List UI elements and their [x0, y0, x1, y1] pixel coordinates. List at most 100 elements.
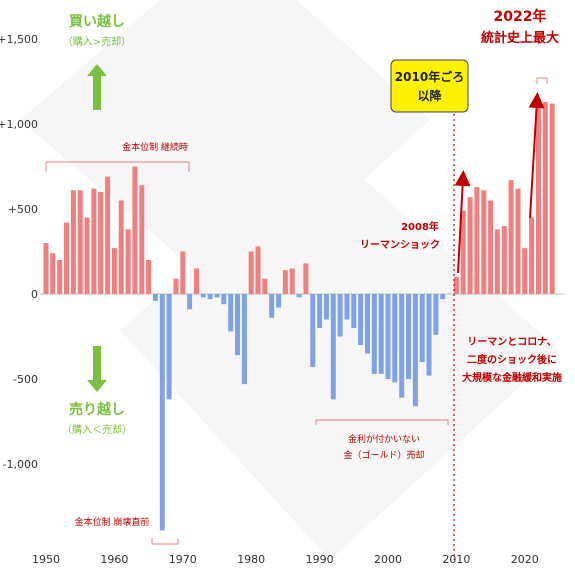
bar-1982: [262, 278, 268, 294]
bar-2008: [440, 294, 446, 300]
up-arrow-icon: [87, 64, 107, 110]
bar-1966: [152, 294, 158, 301]
gold-sold-label-1: 金利が付かいない: [348, 433, 420, 445]
record-label-2: 統計史上最大: [481, 30, 559, 46]
bar-1976: [221, 294, 227, 305]
y-tick-label: 0: [31, 288, 38, 301]
bar-2023: [542, 101, 548, 295]
y-tick-label: +1,500: [0, 33, 38, 46]
bar-1990: [317, 294, 323, 328]
lehman-label-1: 2008年: [401, 220, 439, 233]
bar-1998: [371, 294, 377, 374]
buy-subtitle: （購入>売却）: [63, 35, 131, 48]
bar-1981: [255, 246, 261, 294]
bar-1957: [91, 188, 97, 294]
x-tick-label: 2000: [374, 553, 402, 566]
bar-1963: [132, 166, 138, 294]
bar-1987: [296, 294, 302, 298]
bar-1955: [77, 190, 83, 294]
bar-2004: [412, 294, 418, 407]
x-tick-label: 1950: [32, 553, 60, 566]
bar-1970: [180, 251, 186, 294]
since-2010-callout: [390, 59, 469, 113]
bar-1978: [235, 294, 240, 356]
bar-2020: [522, 248, 528, 294]
buy-title: 買い越し: [69, 13, 125, 30]
bar-1993: [337, 294, 343, 337]
easing-label-1: リーマンとコロナ、: [467, 336, 557, 348]
bar-1965: [146, 260, 152, 294]
bar-1972: [194, 268, 199, 294]
bar-1960: [111, 248, 117, 294]
bar-1958: [98, 192, 104, 294]
y-axis: +1,500 +1,000 +500 0 -500 -1,000: [0, 33, 38, 471]
bar-1962: [125, 229, 131, 294]
down-arrow-icon: [87, 346, 107, 392]
bar-2013: [474, 186, 480, 294]
x-tick-label: 2020: [511, 553, 539, 566]
bar-2015: [488, 200, 494, 294]
record-label-1: 2022年: [494, 8, 547, 25]
bar-1994: [344, 294, 350, 320]
sell-title: 売り越し: [69, 401, 125, 418]
lehman-arrow: [454, 170, 471, 274]
bar-2011: [460, 210, 466, 294]
bars: [43, 100, 555, 531]
bar-1950: [43, 243, 49, 294]
x-tick-label: 1990: [306, 553, 334, 566]
bar-1989: [310, 294, 316, 368]
gold-standard-continued-label: 金本位制 継続時: [122, 141, 188, 153]
bar-1988: [303, 263, 309, 294]
bar-1951: [50, 253, 56, 294]
bar-1967: [159, 294, 165, 531]
bar-1992: [330, 294, 336, 400]
bar-2014: [481, 190, 487, 294]
bar-2007: [433, 294, 439, 335]
record-bracket: [536, 77, 548, 84]
bar-2000: [385, 294, 391, 379]
bar-1973: [200, 294, 206, 298]
y-tick-label: +500: [8, 203, 38, 216]
bar-1971: [187, 294, 193, 310]
x-tick-label: 2010: [442, 553, 470, 566]
x-tick-label: 1970: [169, 553, 197, 566]
easing-label-3: 大規模な金融緩和実施: [462, 371, 562, 384]
bar-1999: [378, 294, 384, 374]
bar-2012: [467, 197, 473, 294]
y-tick-label: +1,000: [0, 118, 38, 131]
since-2010-label-2: 以降: [417, 88, 442, 103]
bar-1997: [365, 294, 370, 354]
bar-1968: [166, 294, 172, 400]
bar-1991: [323, 294, 329, 320]
bar-2019: [515, 188, 521, 294]
bar-1985: [282, 270, 288, 294]
x-axis: 1950 1960 1970 1980 1990 2000 2010 2020: [32, 553, 539, 566]
gold-sold-label-2: 金（ゴールド）売却: [343, 449, 424, 461]
bar-1953: [64, 222, 69, 294]
bar-2024: [549, 103, 555, 294]
bar-1979: [241, 294, 247, 385]
bar-2021: [529, 217, 535, 294]
bar-1975: [214, 294, 220, 298]
bar-2005: [419, 294, 425, 362]
bar-2017: [501, 226, 507, 294]
bar-1983: [269, 294, 275, 318]
bar-1980: [248, 251, 254, 294]
lehman-label-2: リーマンショック: [360, 239, 440, 251]
bar-1961: [118, 200, 124, 294]
bar-2002: [399, 294, 405, 398]
gold-standard-collapse-label: 金本位制 崩壊直前: [75, 516, 150, 528]
x-tick-label: 1960: [100, 553, 128, 566]
bar-1984: [276, 294, 282, 308]
x-tick-label: 1980: [237, 553, 265, 566]
bar-2022: [536, 100, 541, 294]
since-2010-label-1: 2010年ごろ: [395, 69, 464, 84]
background-decoration: [20, 0, 560, 560]
bar-2001: [392, 294, 398, 383]
bar-2003: [406, 294, 411, 379]
covid-arrow: [528, 92, 545, 219]
bar-2006: [426, 294, 432, 376]
bar-1952: [57, 260, 63, 294]
sell-subtitle: （購入＜売却）: [62, 423, 132, 436]
